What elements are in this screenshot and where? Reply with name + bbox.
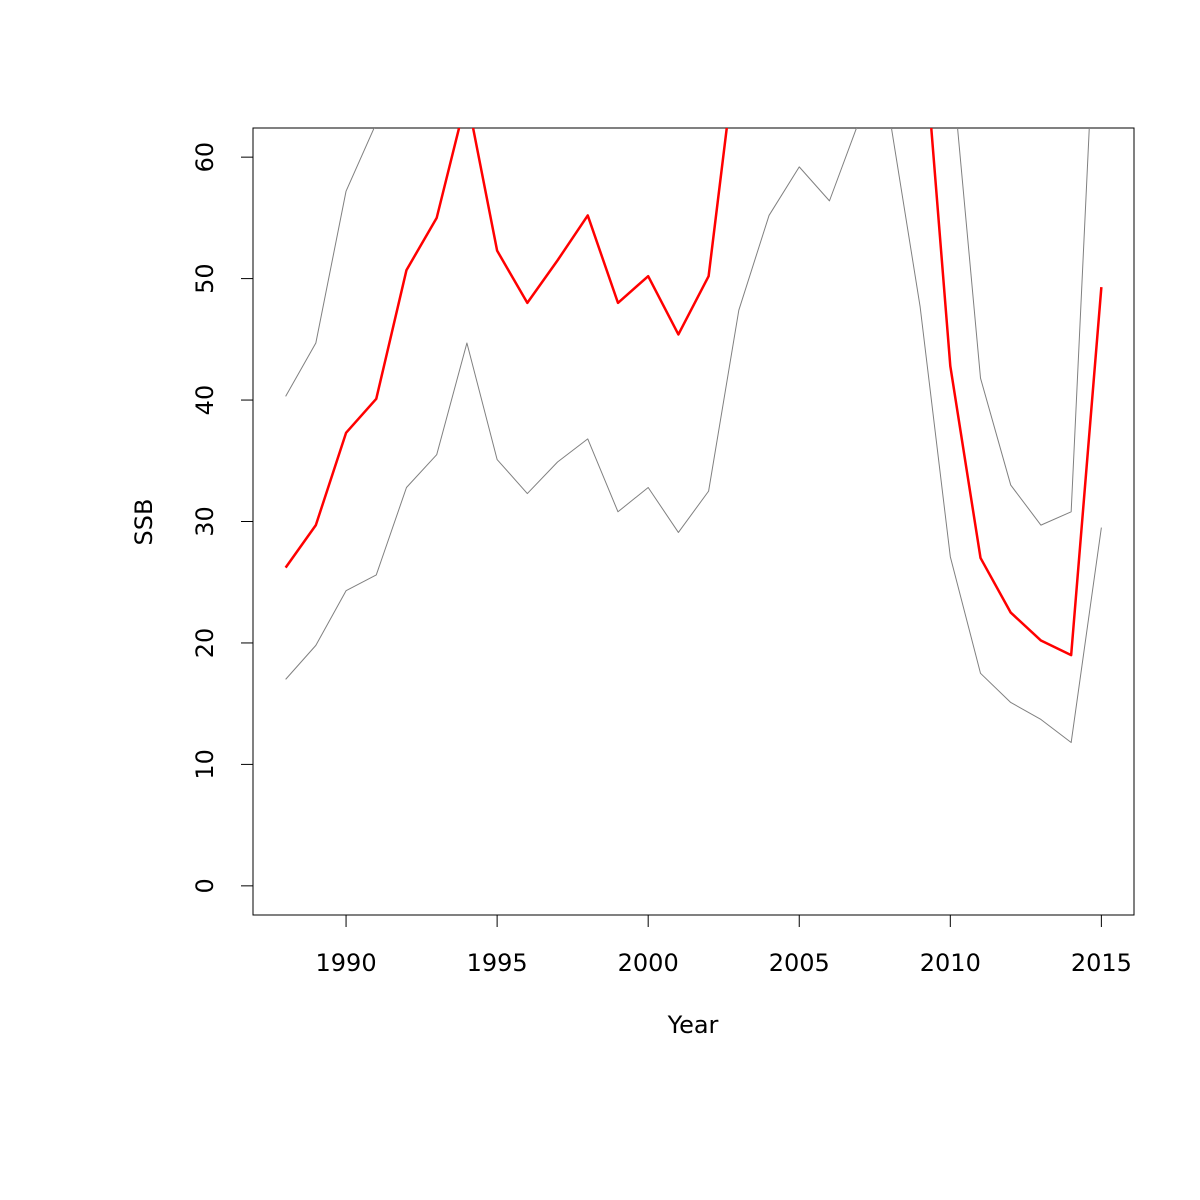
y-tick-label: 10: [191, 749, 219, 780]
x-tick-label: 2010: [920, 949, 981, 977]
x-tick-label: 1995: [467, 949, 528, 977]
x-tick-label: 2015: [1071, 949, 1132, 977]
series-line: [285, 128, 1090, 526]
x-tick-label: 2005: [769, 949, 830, 977]
y-tick-label: 40: [191, 385, 219, 416]
y-tick-label: 60: [191, 142, 219, 173]
y-tick-label: 0: [191, 878, 219, 893]
y-tick-label: 30: [191, 506, 219, 537]
y-axis-label: SSB: [130, 499, 158, 546]
y-tick-label: 50: [191, 263, 219, 294]
y-tick-label: 20: [191, 628, 219, 659]
x-axis-label: Year: [667, 1011, 719, 1039]
plot-box: [252, 127, 1135, 916]
plot-area: [284, 128, 1103, 744]
x-tick-label: 1990: [316, 949, 377, 977]
series-line: [285, 128, 1102, 744]
series-line: [284, 128, 1103, 657]
x-tick-label: 2000: [618, 949, 679, 977]
